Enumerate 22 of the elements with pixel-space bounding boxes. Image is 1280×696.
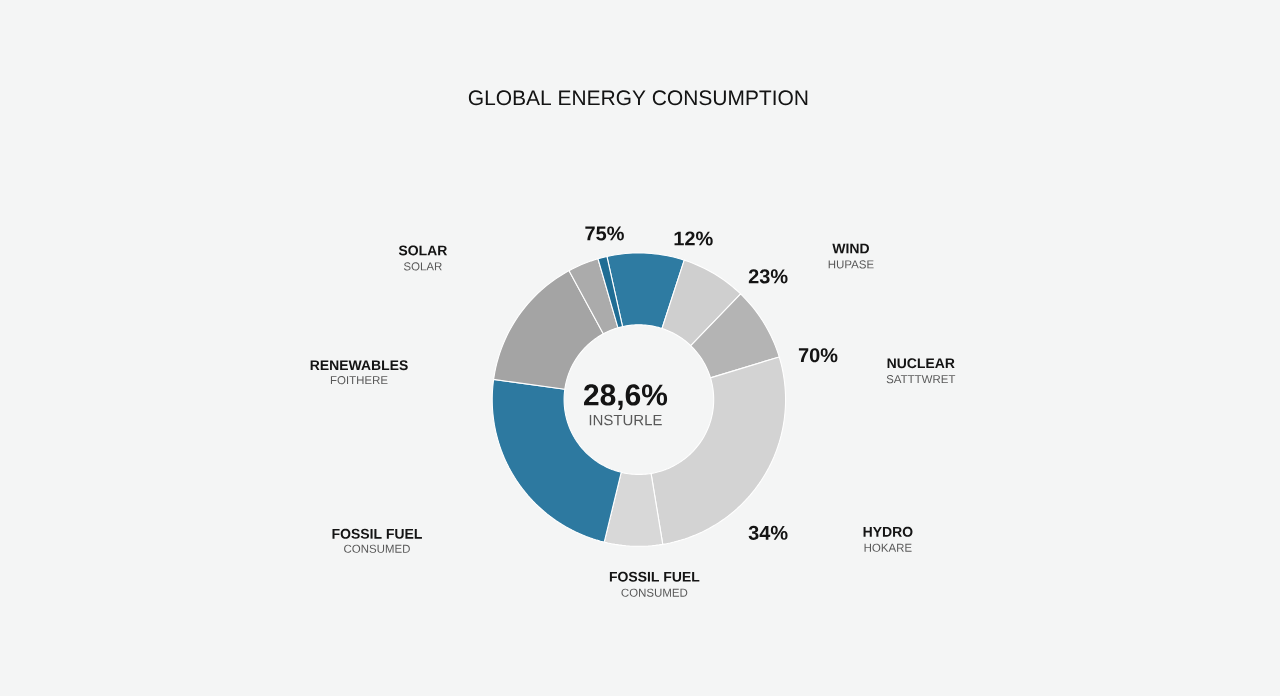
text: NUCLEAR: [887, 358, 955, 368]
text: CONSUMED: [621, 588, 688, 597]
text: 23%: [748, 269, 788, 284]
text: FOSSIL FUEL: [609, 571, 700, 582]
text: HUPASE: [828, 260, 874, 269]
text: SOLAR: [398, 245, 448, 256]
text: HOKARE: [864, 543, 912, 552]
text: CONSUMED: [344, 544, 410, 553]
text: FOSSIL FUEL: [332, 528, 422, 539]
text: 75%: [585, 226, 624, 241]
text: FOITHERE: [330, 375, 388, 384]
text: WIND: [832, 243, 869, 254]
text: 28,6%: [584, 384, 668, 410]
text: 12%: [674, 231, 713, 246]
text: 70%: [798, 347, 838, 363]
text: HYDRO: [863, 526, 913, 537]
text: INSTURLE: [589, 414, 662, 426]
text: SATTTWRET: [886, 374, 956, 383]
chart-title: GLOBAL ENERGY CONSUMPTION: [468, 90, 808, 105]
text: SOLAR: [403, 262, 442, 271]
text: 34%: [748, 525, 788, 540]
text: RENEWABLES: [310, 360, 408, 370]
